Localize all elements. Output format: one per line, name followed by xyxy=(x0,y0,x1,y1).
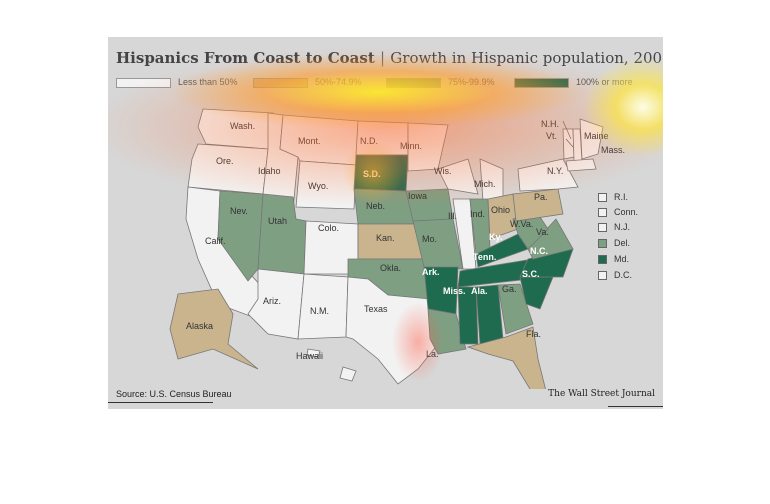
label-ark: Ark. xyxy=(422,267,440,277)
label-pa: Pa. xyxy=(534,192,548,202)
label-mo: Mo. xyxy=(422,234,437,244)
publisher-credit: The Wall Street Journal xyxy=(548,389,655,399)
label-okla: Okla. xyxy=(380,263,401,273)
label-ga: Ga. xyxy=(502,284,517,294)
state-mass xyxy=(565,158,597,172)
state-ore xyxy=(187,143,269,195)
source-underline xyxy=(108,402,213,403)
state-wis xyxy=(437,158,479,195)
label-minn: Minn. xyxy=(400,141,422,151)
label-ohio: Ohio xyxy=(491,205,510,215)
label-mich: Mich. xyxy=(474,179,496,189)
label-ind: Ind. xyxy=(470,209,485,219)
label-sd: S.D. xyxy=(363,169,381,179)
label-va: Va. xyxy=(536,227,549,237)
legend-swatch-75-99 xyxy=(386,78,441,88)
label-calif: Calif. xyxy=(205,236,226,246)
legend-label-50-74: 50%-74.9% xyxy=(315,77,362,87)
label-nd: N.D. xyxy=(360,136,378,146)
label-wyo: Wyo. xyxy=(308,181,328,191)
legend-swatch-lt50 xyxy=(116,78,171,88)
legend-label-75-99: 75%-99.9% xyxy=(448,77,495,87)
label-ny: N.Y. xyxy=(547,166,563,176)
label-mont: Mont. xyxy=(298,136,321,146)
label-ariz: Ariz. xyxy=(263,296,281,306)
label-iowa: Iowa xyxy=(408,191,427,201)
label-nc: N.C. xyxy=(530,246,548,256)
label-utah: Utah xyxy=(268,216,287,226)
small-state-label-del: Del. xyxy=(614,238,631,248)
small-state-swatch-del xyxy=(598,239,607,248)
title-main: Hispanics From Coast to Coast xyxy=(116,49,375,67)
small-state-swatch-dc xyxy=(598,271,607,280)
legend-label-100-plus: 100% or more xyxy=(576,77,633,87)
small-state-label-md: Md. xyxy=(614,254,630,264)
small-state-label-nj: N.J. xyxy=(614,222,631,232)
label-idaho: Idaho xyxy=(258,166,281,176)
small-state-label-conn: Conn. xyxy=(614,207,639,217)
color-legend: Less than 50% 50%-74.9% 75%-99.9% 100% o… xyxy=(116,77,656,91)
title-subtitle: Growth in Hispanic population, 2000-10 xyxy=(390,49,663,67)
label-wash: Wash. xyxy=(230,121,255,131)
label-miss: Miss. xyxy=(443,286,466,296)
label-ill: Ill. xyxy=(448,211,457,221)
label-fla: Fla. xyxy=(526,329,541,339)
publisher-underline xyxy=(608,406,663,407)
label-ore: Ore. xyxy=(216,156,234,166)
label-neb: Neb. xyxy=(366,201,385,211)
legend-swatch-100-plus xyxy=(514,78,569,88)
small-state-swatch-md xyxy=(598,255,607,264)
map-figure: Hispanics From Coast to Coast | Growth i… xyxy=(108,37,663,409)
label-sc: S.C. xyxy=(522,269,540,279)
map-title: Hispanics From Coast to Coast | Growth i… xyxy=(116,49,663,67)
label-nev: Nev. xyxy=(230,206,248,216)
label-nm: N.M. xyxy=(310,306,329,316)
label-nh: N.H. xyxy=(541,119,559,129)
small-state-swatch-conn xyxy=(598,208,607,217)
label-wva: W.Va. xyxy=(510,219,533,229)
source-credit: Source: U.S. Census Bureau xyxy=(116,389,232,399)
label-mass: Mass. xyxy=(601,145,625,155)
label-tenn: Tenn. xyxy=(473,252,496,262)
label-ala: Ala. xyxy=(471,286,488,296)
small-state-swatch-nj xyxy=(598,223,607,232)
state-hawaii-island xyxy=(339,366,357,382)
label-ky: Ky. xyxy=(489,232,502,242)
small-state-label-dc: D.C. xyxy=(614,270,632,280)
small-state-label-ri: R.I. xyxy=(614,192,629,202)
title-separator: | xyxy=(380,49,386,67)
label-texas: Texas xyxy=(364,304,388,314)
label-vt: Vt. xyxy=(546,131,557,141)
legend-swatch-50-74 xyxy=(253,78,308,88)
legend-label-lt50: Less than 50% xyxy=(178,77,238,87)
label-maine: Maine xyxy=(584,131,609,141)
small-state-swatch-ri xyxy=(598,193,607,202)
label-colo: Colo. xyxy=(318,223,339,233)
label-wis: Wis. xyxy=(434,166,452,176)
label-alaska: Alaska xyxy=(186,321,213,331)
label-la: La. xyxy=(426,349,439,359)
label-hawaii: Hawaii xyxy=(296,351,323,361)
us-map: Wash. Ore. Calif. Idaho Nev. Mont. Wyo. … xyxy=(169,108,625,389)
label-kan: Kan. xyxy=(376,233,395,243)
